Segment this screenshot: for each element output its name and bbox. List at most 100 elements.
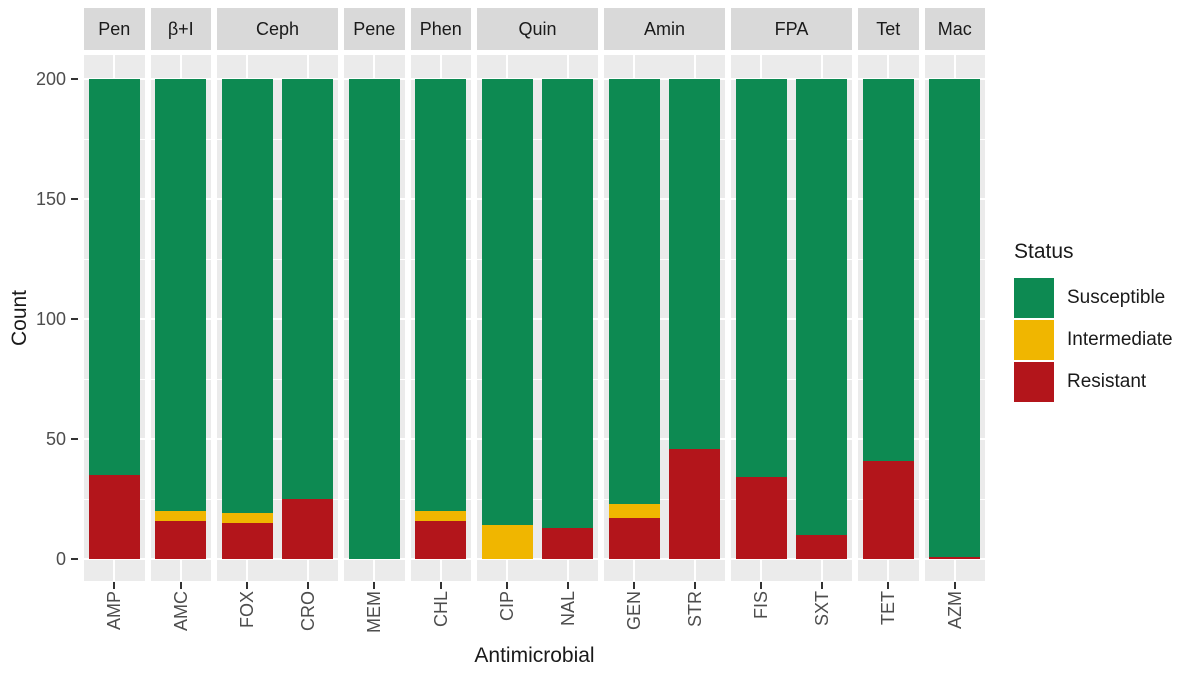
x-tick-mark — [179, 582, 182, 589]
stacked-bar-CHL — [415, 79, 467, 559]
stacked-bar-TET — [862, 79, 914, 559]
bar-slot-AZM — [925, 55, 986, 581]
legend-item-resistant: Resistant — [1014, 362, 1192, 402]
bar-segment-susceptible — [669, 79, 721, 449]
bar-segment-resistant — [796, 535, 848, 559]
bar-segment-resistant — [735, 477, 787, 559]
y-tick-mark — [71, 198, 78, 200]
bar-segment-susceptible — [415, 79, 467, 512]
x-tick-cell: CHL — [411, 581, 472, 653]
facet-strip: Mac — [924, 8, 985, 50]
gridline-minor — [477, 378, 598, 380]
bar-slot-MEM — [344, 55, 405, 581]
facet-Pen: Pen AMP — [84, 8, 145, 653]
facet-strip: Tet — [858, 8, 919, 50]
x-axis-segment: CIP NAL — [477, 581, 598, 653]
gridline-minor — [604, 138, 725, 140]
bar-segment-susceptible — [735, 79, 787, 478]
facet-panel — [150, 55, 211, 581]
gridline-minor — [217, 138, 338, 140]
x-tick-cell: CRO — [278, 581, 339, 653]
x-tick-mark — [566, 582, 569, 589]
stacked-bar-STR — [669, 79, 721, 559]
y-tick-mark — [71, 318, 78, 320]
bar-slots — [604, 55, 725, 581]
legend-title: Status — [1014, 240, 1074, 263]
bar-segment-susceptible — [221, 79, 273, 514]
bar-segment-resistant — [221, 523, 273, 559]
stacked-bar-SXT — [796, 79, 848, 559]
bar-segment-susceptible — [862, 79, 914, 461]
x-axis-segment: AMP — [84, 581, 145, 653]
bar-segment-resistant — [669, 448, 721, 559]
gridline-minor — [604, 498, 725, 500]
x-tick-cell: STR — [665, 581, 726, 653]
x-tick-cell: FOX — [217, 581, 278, 653]
x-tick-mark — [633, 582, 636, 589]
x-tick-cell: GEN — [604, 581, 665, 653]
y-tick-mark — [71, 78, 78, 80]
facet-Phen: Phen CHL — [410, 8, 472, 653]
x-tick-mark — [887, 582, 890, 589]
bar-segment-intermediate — [155, 511, 207, 521]
facet-panel — [477, 55, 598, 581]
bar-segment-susceptible — [88, 79, 140, 475]
bar-segment-susceptible — [542, 79, 594, 528]
facet-strip: Phen — [410, 8, 471, 50]
gridline-minor — [731, 258, 852, 260]
facet-panel — [344, 55, 405, 581]
stacked-bar-AMP — [88, 79, 140, 559]
bar-slot-CRO — [278, 55, 339, 581]
stacked-bar-AZM — [929, 79, 981, 559]
y-tick-label: 200 — [35, 69, 66, 89]
bar-slots — [477, 55, 598, 581]
bar-slot-FOX — [217, 55, 278, 581]
bar-segment-resistant — [155, 520, 207, 559]
x-tick-cell: SXT — [792, 581, 853, 653]
gridline-minor — [477, 138, 598, 140]
intermediate-swatch-icon — [1014, 320, 1054, 360]
bar-segment-susceptible — [282, 79, 334, 499]
facet-strip: Ceph — [217, 8, 338, 50]
facet-strip: β+I — [150, 8, 211, 50]
bar-slots — [731, 55, 852, 581]
x-tick-mark — [439, 582, 442, 589]
gridline-major — [731, 318, 852, 320]
x-tick-mark — [373, 582, 376, 589]
facet-panel — [858, 55, 919, 581]
bar-segment-susceptible — [348, 79, 400, 559]
x-tick-mark — [506, 582, 509, 589]
facet-strip: Pene — [344, 8, 405, 50]
stacked-bar-CIP — [481, 79, 533, 559]
x-tick-mark — [820, 582, 823, 589]
bar-slot-TET — [858, 55, 919, 581]
bar-segment-resistant — [282, 499, 334, 559]
x-tick-mark — [306, 582, 309, 589]
y-tick-label: 150 — [35, 189, 66, 209]
gridline-minor — [731, 498, 852, 500]
gridline-minor — [217, 258, 338, 260]
gridline-minor — [217, 378, 338, 380]
legend-label: Intermediate — [1067, 329, 1173, 350]
x-axis-segment: CHL — [411, 581, 472, 653]
gridline-major — [731, 558, 852, 560]
facet-strip: Quin — [477, 8, 598, 50]
facet-Amin: Amin GEN STR — [604, 8, 725, 653]
gridline-major — [477, 78, 598, 80]
x-axis-segment: GEN STR — [604, 581, 725, 653]
y-tick-mark — [71, 558, 78, 560]
x-axis-segment: TET — [858, 581, 919, 653]
gridline-major — [477, 198, 598, 200]
stacked-bar-MEM — [348, 79, 400, 559]
bar-slot-GEN — [604, 55, 665, 581]
x-tick-mark — [246, 582, 249, 589]
gridline-major — [217, 318, 338, 320]
y-tick-label: 0 — [55, 549, 66, 569]
facet-strip: Amin — [604, 8, 725, 50]
gridline-major — [604, 318, 725, 320]
facet-Ceph: Ceph FOX CRO — [217, 8, 338, 653]
x-tick-cell: FIS — [731, 581, 792, 653]
facet-panel — [410, 55, 471, 581]
x-tick-mark — [760, 582, 763, 589]
y-tick-label: 100 — [35, 309, 66, 329]
